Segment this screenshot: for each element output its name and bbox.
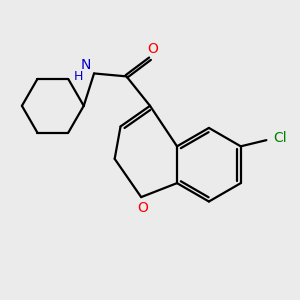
Text: N: N xyxy=(81,58,91,72)
Text: O: O xyxy=(147,42,158,56)
Text: H: H xyxy=(74,70,83,83)
Text: Cl: Cl xyxy=(273,131,287,146)
Text: O: O xyxy=(137,201,148,215)
